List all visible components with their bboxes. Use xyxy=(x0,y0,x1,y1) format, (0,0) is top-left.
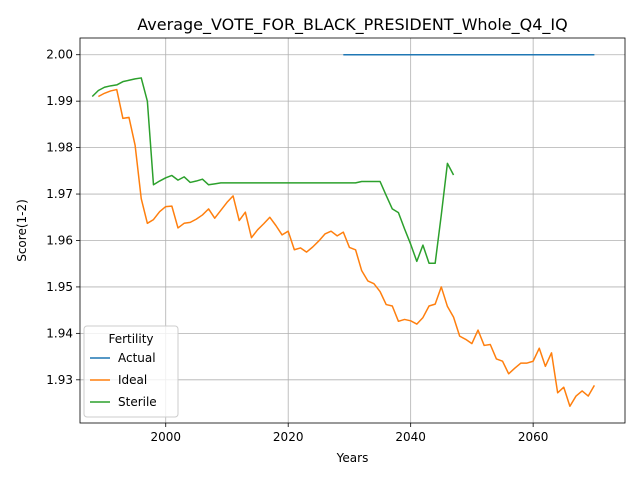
x-axis-label: Years xyxy=(336,451,369,465)
y-tick-label: 1.93 xyxy=(46,373,73,387)
series-line-ideal xyxy=(98,88,596,408)
chart-title: Average_VOTE_FOR_BLACK_PRESIDENT_Whole_Q… xyxy=(137,15,567,35)
y-tick-label: 1.96 xyxy=(46,233,73,247)
legend-label-ideal: Ideal xyxy=(118,373,147,387)
legend: Fertility Actual Ideal Sterile xyxy=(83,325,179,418)
axes-frame xyxy=(79,37,626,424)
x-tick-label: 2040 xyxy=(395,430,426,444)
axis-ticks: 2000 2020 2040 2060 1.93 1.94 1.95 1.96 1.97 1.98… xyxy=(46,48,548,444)
plot-lines xyxy=(91,53,596,408)
legend-entries: Actual Ideal Sterile xyxy=(90,351,157,409)
x-tick-label: 2060 xyxy=(518,430,549,444)
y-tick-label: 1.95 xyxy=(46,280,73,294)
y-tick-label: 1.94 xyxy=(46,326,73,340)
x-tick-label: 2000 xyxy=(150,430,181,444)
y-tick-label: 1.98 xyxy=(46,141,73,155)
legend-label-actual: Actual xyxy=(118,351,156,365)
y-tick-label: 1.99 xyxy=(46,94,73,108)
series-line-sterile xyxy=(91,77,455,264)
y-tick-label: 1.97 xyxy=(46,187,73,201)
legend-label-sterile: Sterile xyxy=(118,395,157,409)
y-tick-label: 2.00 xyxy=(46,48,73,62)
legend-box xyxy=(83,325,179,418)
y-axis-label: Score(1-2) xyxy=(15,199,29,262)
x-tick-label: 2020 xyxy=(273,430,304,444)
legend-title: Fertility xyxy=(108,332,153,346)
